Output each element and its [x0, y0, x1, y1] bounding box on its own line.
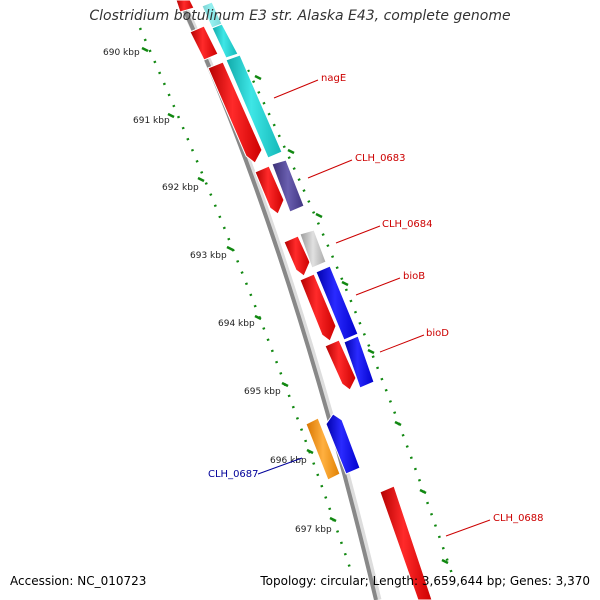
map-title: Clostridium botulinum E3 str. Alaska E43… [89, 8, 511, 24]
gene-red-nagE [207, 61, 263, 164]
kbp-label-690: 690 kbp [103, 48, 140, 58]
gene-red-bioD [324, 339, 357, 391]
gene-label-CLH_0684: CLH_0684 [382, 219, 433, 230]
gene-purple-CLH_0683 [271, 159, 305, 213]
backbone [178, 0, 378, 600]
gene-label-bioB: bioB [403, 271, 425, 282]
kbp-label-692: 692 kbp [162, 183, 199, 193]
leader-bioD [379, 334, 425, 353]
gene-orange-CLH_0687 [305, 417, 341, 481]
kbp-label-691: 691 kbp [133, 116, 170, 126]
gene-cyan-nagE [225, 54, 283, 159]
gene-label-CLH_0687: CLH_0687 [208, 469, 259, 480]
gene-label-bioD: bioD [426, 328, 449, 339]
gene-label-nagE: nagE [321, 73, 346, 84]
accession-text: Accession: NC_010723 [10, 574, 147, 588]
gene-label-CLH_0688: CLH_0688 [493, 513, 544, 524]
gene-cyan-2 [211, 23, 239, 59]
gene-blue-bioD [343, 335, 375, 389]
scale-dotted-line [138, 27, 354, 575]
leader-bioB [355, 277, 401, 296]
gene-red-CLH_0683 [254, 165, 285, 215]
forward-genes [175, 0, 433, 600]
leader-CLH_0687 [257, 457, 303, 475]
leader-CLH_0683 [307, 159, 353, 179]
label-leaders [257, 79, 491, 537]
leader-nagE [273, 79, 319, 99]
kbp-label-696: 696 kbp [270, 456, 307, 466]
leader-CLH_0688 [445, 519, 491, 537]
gene-red-2 [189, 25, 219, 61]
kbp-label-695: 695 kbp [244, 387, 281, 397]
gene-grey-CLH_0684 [299, 229, 327, 269]
leader-CLH_0684 [335, 225, 381, 244]
gene-blue-bioB [315, 265, 359, 341]
backbone-shadow [177, 0, 382, 600]
kbp-labels: 690 kbp 691 kbp 692 kbp 693 kbp 694 kbp … [103, 48, 332, 535]
gene-label-CLH_0683: CLH_0683 [355, 153, 406, 164]
gene-red-1 [175, 0, 195, 13]
gene-blue-CLH_0687 [325, 413, 361, 475]
kbp-label-697: 697 kbp [295, 525, 332, 535]
gene-red-CLH_0688 [379, 485, 433, 600]
gene-labels: nagE CLH_0683 CLH_0684 bioB bioD CLH_068… [208, 73, 544, 524]
topology-text: Topology: circular; Length: 3,659,644 bp… [260, 574, 590, 588]
kbp-label-694: 694 kbp [218, 319, 255, 329]
gene-red-bioB [299, 273, 337, 342]
feature-genes [201, 1, 375, 481]
kbp-label-693: 693 kbp [190, 251, 227, 261]
kbp-ticks [141, 46, 337, 523]
gene-red-CLH_0684 [283, 235, 311, 277]
gc-ticks [254, 74, 449, 565]
